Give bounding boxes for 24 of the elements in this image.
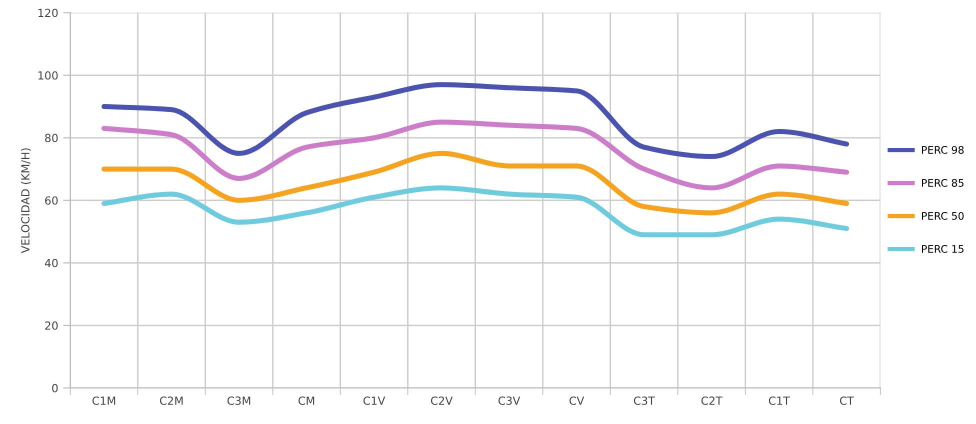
legend-label: PERC 15 bbox=[922, 244, 964, 253]
y-tick-label: 40 bbox=[44, 258, 58, 268]
y-tick-label: 0 bbox=[52, 384, 58, 392]
x-tick-label: C3V bbox=[498, 396, 520, 405]
y-tick-label: 100 bbox=[38, 71, 58, 80]
y-tick-label: 20 bbox=[45, 321, 58, 330]
x-tick-label: C2V bbox=[430, 396, 453, 405]
y-tick-label: 80 bbox=[45, 134, 58, 142]
x-tick-label: C1M bbox=[92, 396, 116, 405]
x-tick-label: C1V bbox=[363, 396, 386, 405]
x-tick-label: C1T bbox=[768, 396, 790, 405]
x-tick-label: C2T bbox=[701, 396, 722, 405]
legend-label: PERC 85 bbox=[922, 178, 964, 187]
x-tick-label: CV bbox=[570, 396, 584, 405]
y-axis-title: VELOCIDAD (KM/H) bbox=[20, 148, 31, 254]
y-tick-label: 120 bbox=[38, 8, 58, 18]
y-tick-label: 60 bbox=[45, 196, 58, 205]
legend-label: PERC 50 bbox=[922, 212, 964, 220]
x-tick-label: CT bbox=[840, 396, 854, 405]
x-tick-label: CM bbox=[298, 396, 314, 405]
x-tick-label: C3M bbox=[227, 396, 250, 405]
legend-label: PERC 98 bbox=[922, 146, 964, 154]
x-tick-label: C2M bbox=[160, 396, 183, 405]
x-tick-label: C3T bbox=[634, 396, 655, 405]
